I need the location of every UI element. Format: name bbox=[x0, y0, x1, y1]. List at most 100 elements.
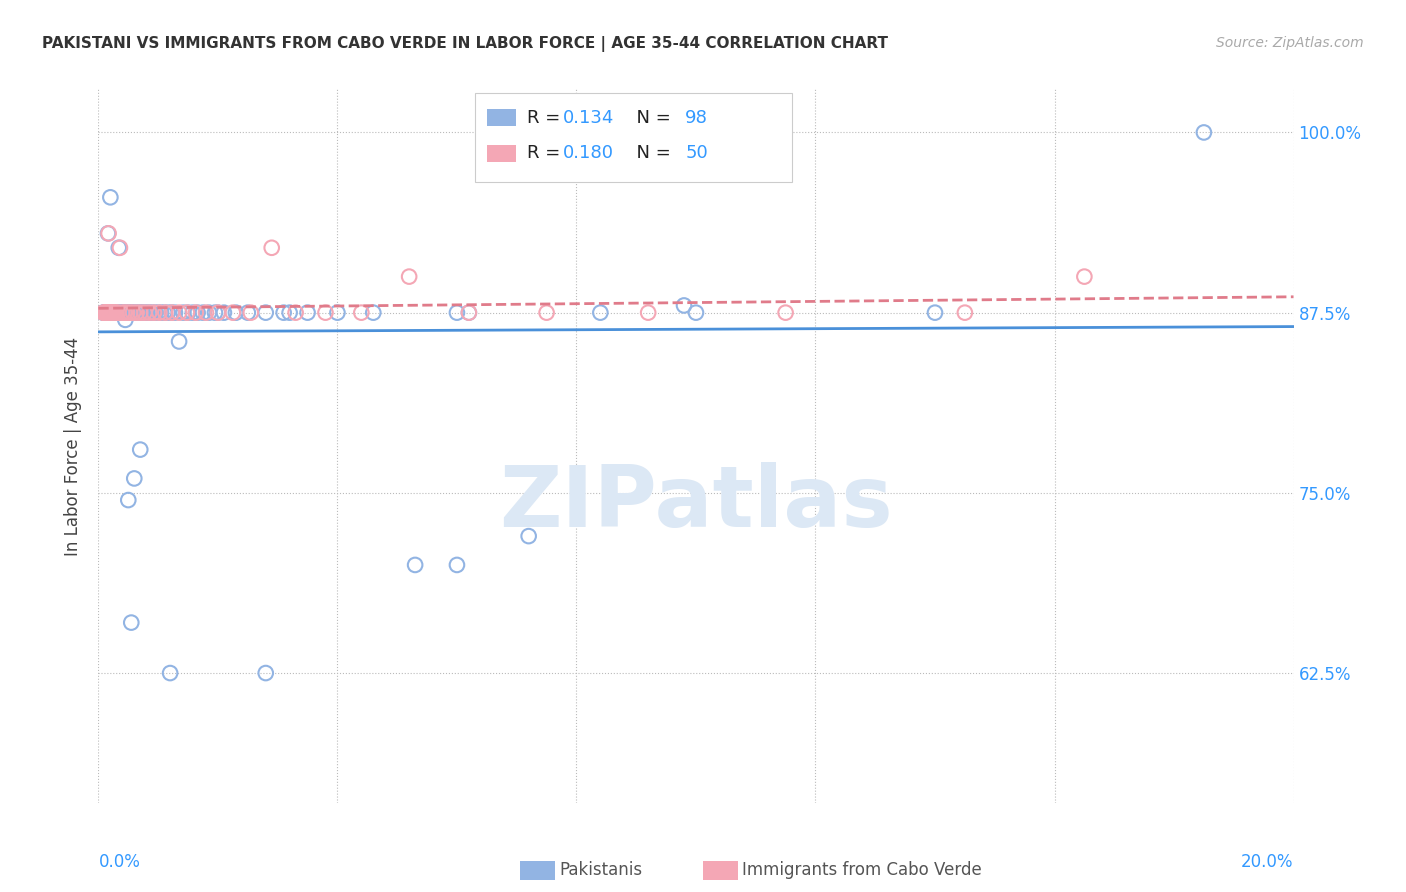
Point bbox=[94, 306, 117, 320]
Point bbox=[129, 306, 152, 320]
Point bbox=[143, 306, 166, 320]
Text: 0.134: 0.134 bbox=[564, 109, 614, 127]
Point bbox=[100, 306, 122, 320]
Point bbox=[112, 306, 135, 320]
Point bbox=[111, 306, 134, 320]
Point bbox=[187, 306, 209, 320]
Point bbox=[924, 306, 946, 320]
Point bbox=[117, 493, 139, 508]
Point bbox=[404, 558, 426, 572]
Point bbox=[458, 306, 481, 320]
Point bbox=[122, 306, 145, 320]
Point bbox=[284, 306, 307, 320]
Point bbox=[195, 306, 218, 320]
Point bbox=[207, 306, 229, 320]
Point bbox=[129, 306, 152, 320]
Point bbox=[177, 306, 200, 320]
Point bbox=[128, 306, 150, 320]
Text: N =: N = bbox=[626, 145, 676, 162]
Point bbox=[96, 306, 118, 320]
Point bbox=[96, 306, 118, 320]
Point bbox=[104, 306, 127, 320]
Point bbox=[94, 306, 117, 320]
Point bbox=[446, 558, 468, 572]
Point bbox=[117, 306, 139, 320]
Point bbox=[148, 306, 170, 320]
Point bbox=[637, 306, 659, 320]
Point bbox=[167, 306, 190, 320]
Point bbox=[98, 306, 121, 320]
Point bbox=[260, 241, 283, 255]
Point bbox=[96, 306, 118, 320]
Point bbox=[326, 306, 349, 320]
Point bbox=[122, 306, 145, 320]
Point bbox=[105, 306, 128, 320]
Point bbox=[97, 306, 120, 320]
Point bbox=[115, 306, 138, 320]
Point bbox=[239, 306, 262, 320]
Point bbox=[150, 306, 173, 320]
Point bbox=[127, 306, 149, 320]
Point bbox=[118, 306, 141, 320]
Point bbox=[108, 241, 131, 255]
Point bbox=[167, 334, 190, 349]
Point bbox=[398, 269, 420, 284]
Y-axis label: In Labor Force | Age 35-44: In Labor Force | Age 35-44 bbox=[65, 336, 83, 556]
Point bbox=[446, 306, 468, 320]
Point bbox=[124, 471, 146, 485]
Text: R =: R = bbox=[527, 145, 567, 162]
Point bbox=[100, 306, 122, 320]
Point bbox=[96, 306, 118, 320]
Point bbox=[124, 306, 146, 320]
Point bbox=[108, 306, 131, 320]
Point bbox=[96, 306, 118, 320]
Point bbox=[101, 306, 124, 320]
Point bbox=[97, 227, 120, 241]
Point bbox=[176, 306, 198, 320]
Point bbox=[104, 306, 127, 320]
Point bbox=[204, 306, 226, 320]
Point bbox=[143, 306, 166, 320]
Point bbox=[315, 306, 337, 320]
Point bbox=[1192, 125, 1215, 139]
Point bbox=[103, 306, 125, 320]
Point bbox=[94, 306, 117, 320]
Point bbox=[222, 306, 245, 320]
Point bbox=[297, 306, 319, 320]
Point bbox=[159, 666, 181, 681]
Text: 20.0%: 20.0% bbox=[1241, 853, 1294, 871]
Point bbox=[98, 306, 122, 320]
Text: Source: ZipAtlas.com: Source: ZipAtlas.com bbox=[1216, 36, 1364, 50]
Point bbox=[160, 306, 183, 320]
Point bbox=[181, 306, 204, 320]
Point bbox=[110, 306, 132, 320]
Point bbox=[97, 306, 120, 320]
Bar bbox=[486, 145, 516, 162]
Point bbox=[775, 306, 797, 320]
Point bbox=[517, 529, 540, 543]
Point bbox=[97, 306, 120, 320]
Point bbox=[91, 306, 114, 320]
Point bbox=[139, 306, 162, 320]
Bar bbox=[486, 109, 516, 127]
Point bbox=[138, 306, 160, 320]
Text: 50: 50 bbox=[685, 145, 709, 162]
Point bbox=[107, 306, 129, 320]
Text: PAKISTANI VS IMMIGRANTS FROM CABO VERDE IN LABOR FORCE | AGE 35-44 CORRELATION C: PAKISTANI VS IMMIGRANTS FROM CABO VERDE … bbox=[42, 36, 889, 52]
Point bbox=[536, 306, 558, 320]
Point bbox=[184, 306, 207, 320]
Point bbox=[120, 306, 142, 320]
Point bbox=[125, 306, 148, 320]
Point bbox=[172, 306, 194, 320]
Point bbox=[155, 306, 177, 320]
Point bbox=[207, 306, 229, 320]
Point bbox=[93, 306, 115, 320]
Point bbox=[91, 306, 114, 320]
Point bbox=[134, 306, 156, 320]
Text: 0.0%: 0.0% bbox=[98, 853, 141, 871]
Text: Pakistanis: Pakistanis bbox=[560, 861, 643, 879]
Point bbox=[134, 306, 156, 320]
Point bbox=[129, 442, 152, 457]
Point bbox=[98, 306, 121, 320]
Point bbox=[148, 306, 170, 320]
